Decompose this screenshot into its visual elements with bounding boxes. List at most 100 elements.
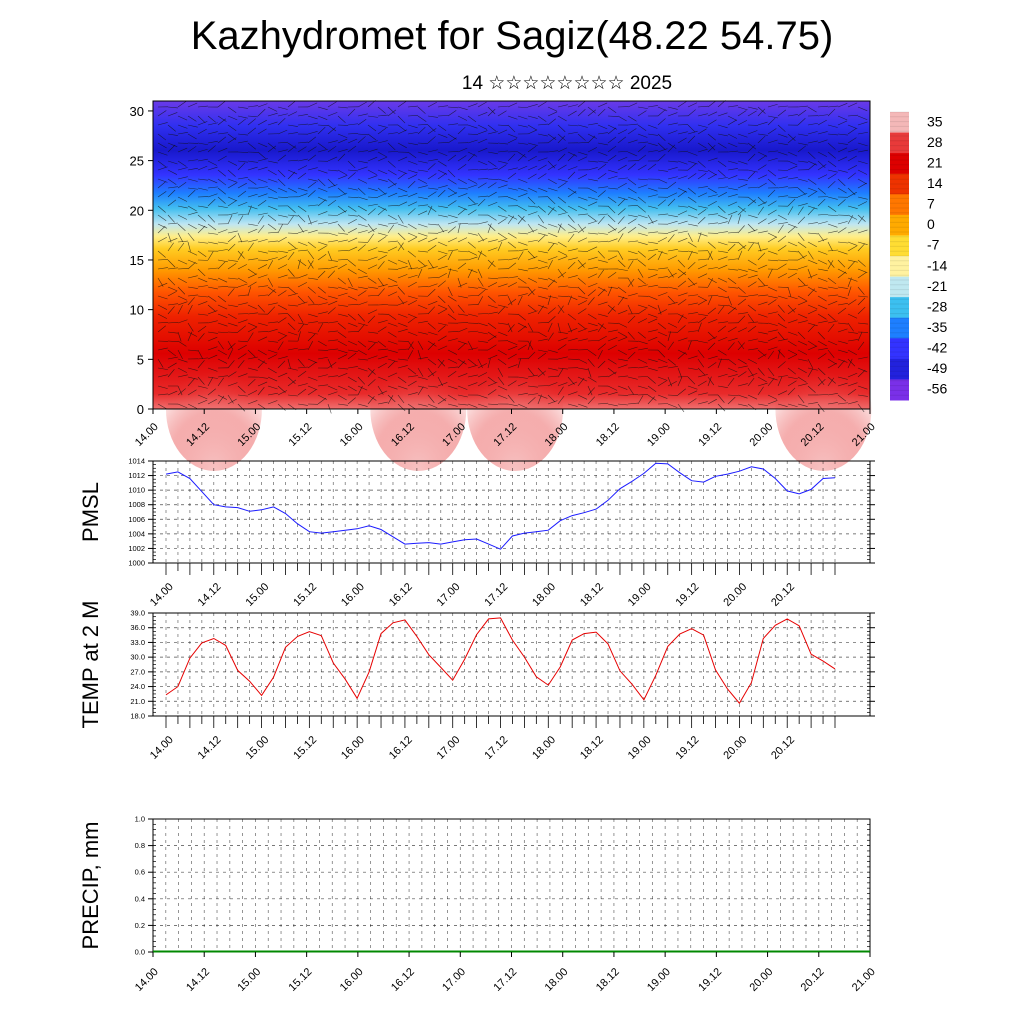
temp-xtick-label: 14.12 — [196, 734, 224, 762]
colorbar-label: -14 — [927, 257, 947, 273]
temp-ytick-label: 33.0 — [130, 638, 145, 647]
precip-ytick-label: 0.2 — [135, 921, 145, 930]
section-xtick-label: 16.00 — [338, 421, 366, 449]
temp-ylabel: TEMP at 2 M — [78, 601, 103, 729]
pmsl-xtick-label: 19.00 — [626, 581, 654, 609]
precip-xtick-label: 17.12 — [491, 966, 519, 994]
colorbar-swatch — [890, 297, 909, 319]
pmsl-xtick-label: 17.12 — [482, 581, 510, 609]
precip-ytick-label: 0.6 — [135, 868, 145, 877]
temp-xtick-label: 20.00 — [721, 734, 749, 762]
colorbar-swatch — [890, 235, 909, 257]
colorbar-label: 14 — [927, 175, 943, 191]
temp-xtick-label: 17.12 — [482, 734, 510, 762]
temp-xtick-label: 19.00 — [626, 734, 654, 762]
temp-ytick-label: 18.0 — [130, 712, 145, 721]
temp-xtick-label: 18.12 — [578, 734, 606, 762]
section-ytick-label: 10 — [130, 303, 144, 318]
colorbar: 35 28 21 14 7 0 -7 -14 -21 -28 -35 -42 -49 -56 — [890, 111, 947, 401]
colorbar-label: 21 — [927, 154, 943, 170]
colorbar-swatch — [890, 194, 909, 216]
colorbar-label: -21 — [927, 278, 947, 294]
pmsl-xtick-label: 20.12 — [769, 581, 797, 609]
section-xtick-label: 14.00 — [133, 421, 161, 449]
pmsl-xtick-label: 14.12 — [196, 581, 224, 609]
section-ytick-label: 15 — [130, 253, 144, 268]
temp-xtick-label: 16.12 — [387, 734, 415, 762]
section-xtick-label: 19.00 — [645, 421, 673, 449]
wind-barbs — [157, 100, 869, 414]
precip-xtick-label: 15.12 — [287, 966, 315, 994]
precip-ytick-label: 0.0 — [135, 948, 145, 957]
temp-ytick-label: 27.0 — [130, 667, 145, 676]
precip-xtick-label: 17.00 — [440, 966, 468, 994]
pmsl-ytick-label: 1004 — [128, 529, 145, 538]
pmsl-ytick-label: 1010 — [128, 486, 145, 495]
precip-xtick-label: 14.00 — [133, 966, 161, 994]
precip-xtick-label: 21.00 — [850, 966, 878, 994]
colorbar-label: -49 — [927, 360, 947, 376]
colorbar-swatch — [890, 256, 909, 278]
temp-ytick-label: 36.0 — [130, 623, 145, 632]
precip-xtick-label: 14.12 — [184, 966, 212, 994]
colorbar-swatch — [890, 173, 909, 195]
precip-xtick-label: 18.00 — [543, 966, 571, 994]
colorbar-label: -7 — [927, 237, 940, 253]
section-xtick-label: 19.12 — [696, 421, 724, 449]
precip-ytick-label: 1.0 — [135, 815, 145, 824]
temp-xtick-label: 17.00 — [435, 734, 463, 762]
chart-title: Kazhydromet for Sagiz(48.22 54.75) — [190, 14, 834, 58]
section-ytick-label: 30 — [130, 104, 144, 119]
temp-ytick-label: 24.0 — [130, 682, 145, 691]
colorbar-swatch — [890, 379, 909, 401]
colorbar-label: -28 — [927, 298, 947, 314]
section-xtick-label: 18.12 — [594, 421, 622, 449]
temp-ytick-label: 30.0 — [130, 653, 145, 662]
colorbar-swatch — [890, 132, 909, 154]
section-ytick-label: 5 — [137, 352, 144, 367]
pmsl-xtick-label: 20.00 — [721, 581, 749, 609]
temp-xtick-label: 19.12 — [674, 734, 702, 762]
colorbar-label: 0 — [927, 216, 935, 232]
pmsl-xtick-label: 16.12 — [387, 581, 415, 609]
temp-xtick-label: 15.12 — [291, 734, 319, 762]
precip-xtick-label: 15.00 — [235, 966, 263, 994]
colorbar-swatch — [890, 338, 909, 360]
pmsl-xtick-label: 18.12 — [578, 581, 606, 609]
temp-frame — [152, 612, 871, 717]
precip-xtick-label: 18.12 — [594, 966, 622, 994]
precip-xtick-label: 20.00 — [747, 966, 775, 994]
precip-xtick-label: 16.00 — [338, 966, 366, 994]
temp-xtick-label: 15.00 — [243, 734, 271, 762]
section-xtick-label: 15.12 — [287, 421, 315, 449]
section-ytick-label: 25 — [130, 154, 144, 169]
pmsl-xtick-label: 17.00 — [435, 581, 463, 609]
precip-xtick-label: 19.12 — [696, 966, 724, 994]
colorbar-label: -42 — [927, 340, 947, 356]
pmsl-ytick-label: 1014 — [128, 457, 145, 466]
pmsl-ylabel: PMSL — [78, 482, 103, 542]
colorbar-swatch — [890, 214, 909, 236]
precip-xtick-label: 16.12 — [389, 966, 417, 994]
temp-xtick-label: 18.00 — [530, 734, 558, 762]
pmsl-ytick-label: 1000 — [128, 559, 145, 568]
colorbar-label: -56 — [927, 381, 947, 397]
temp-series-line — [165, 617, 836, 705]
pmsl-series-line — [165, 462, 836, 550]
precip-panel: 0.0 0.2 0.4 0.6 0.8 1.0 14.00 14.12 15.00 15.12 16… — [78, 815, 878, 994]
precip-ytick-label: 0.4 — [135, 894, 145, 903]
precip-ytick-label: 0.8 — [135, 841, 145, 850]
temp-panel: 18.0 21.0 24.0 27.0 30.0 33.0 36.0 39.0 14.00 14.… — [78, 601, 875, 762]
temp-ytick-label: 39.0 — [130, 609, 145, 618]
pmsl-ytick-label: 1008 — [128, 500, 145, 509]
pmsl-ytick-label: 1012 — [128, 471, 145, 480]
pmsl-panel: 1000 1002 1004 1006 1008 1010 1012 1014 14.00 14.… — [78, 457, 875, 609]
colorbar-swatch — [890, 317, 909, 339]
pmsl-ytick-label: 1006 — [128, 515, 145, 524]
pmsl-xtick-label: 16.00 — [339, 581, 367, 609]
colorbar-swatch — [890, 276, 909, 298]
pmsl-ytick-label: 1002 — [128, 544, 145, 553]
precip-xtick-label: 19.00 — [645, 966, 673, 994]
